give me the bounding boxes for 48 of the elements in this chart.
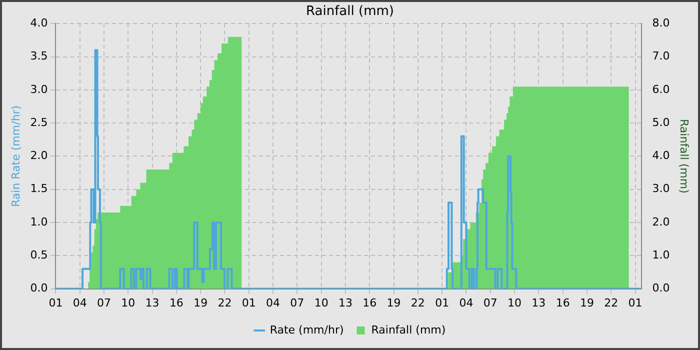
y2-tick-label: 4.0 (652, 149, 670, 162)
x-tick-label: 13 (145, 296, 160, 310)
x-tick-label: 16 (169, 296, 184, 310)
chart-title: Rainfall (mm) (306, 4, 394, 20)
x-tick-label: 04 (266, 296, 280, 310)
x-tick-label: 04 (72, 296, 87, 310)
x-tick-label: 01 (242, 296, 256, 310)
y-tick-label: 1.0 (30, 215, 48, 228)
x-tick-label: 01 (435, 296, 450, 310)
x-tick-label: 22 (410, 296, 425, 310)
y-tick-label: 2.0 (30, 149, 48, 162)
y-tick-label: 4.0 (30, 16, 48, 30)
y2-tick-label: 0.0 (652, 282, 670, 295)
y2-tick-label: 6.0 (652, 82, 670, 96)
x-tick-label: 04 (459, 296, 474, 310)
y2-tick-label: 2.0 (652, 215, 670, 228)
y2-axis-title: Rainfall (mm) (678, 118, 691, 194)
x-tick-label: 01 (628, 296, 642, 310)
x-tick-label: 10 (121, 296, 136, 310)
x-tick-label: 01 (48, 296, 63, 310)
legend-label: Rainfall (mm) (371, 323, 446, 336)
x-tick-label: 19 (194, 296, 208, 310)
y2-tick-label: 1.0 (652, 248, 670, 262)
y-tick-label: 2.5 (30, 116, 48, 129)
x-tick-label: 22 (218, 296, 232, 310)
y-tick-label: 0.5 (30, 248, 48, 262)
y-tick-label: 3.5 (30, 50, 48, 63)
legend-label: Rate (mm/hr) (270, 323, 344, 336)
y-tick-label: 0.0 (30, 282, 48, 295)
y2-tick-label: 8.0 (652, 16, 670, 30)
x-tick-label: 22 (604, 296, 618, 310)
x-tick-label: 19 (386, 296, 401, 310)
x-tick-label: 16 (362, 296, 377, 310)
x-tick-label: 10 (314, 296, 328, 310)
x-tick-label: 13 (532, 296, 546, 310)
x-tick-label: 07 (96, 296, 111, 310)
y-tick-label: 1.5 (30, 182, 48, 196)
x-tick-label: 07 (483, 296, 498, 310)
x-tick-label: 10 (508, 296, 522, 310)
y-axis-title: Rain Rate (mm/hr) (9, 105, 22, 208)
x-tick-label: 13 (338, 296, 352, 310)
y-tick-label: 3.0 (30, 82, 48, 96)
y2-tick-label: 7.0 (652, 50, 670, 63)
x-tick-label: 16 (556, 296, 570, 310)
y2-tick-label: 3.0 (652, 182, 670, 196)
x-tick-label: 07 (290, 296, 304, 310)
y2-tick-label: 5.0 (652, 116, 670, 129)
x-tick-label: 19 (580, 296, 594, 310)
